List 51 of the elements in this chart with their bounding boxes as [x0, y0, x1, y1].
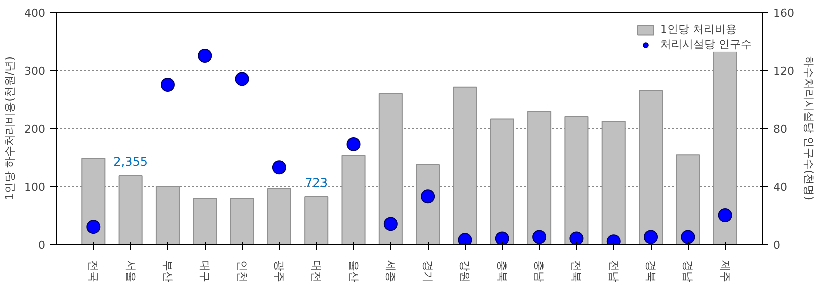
x-tick-label: 충남 — [533, 260, 546, 282]
point — [235, 72, 250, 86]
x-tick-label: 충북 — [496, 260, 509, 282]
x-tick-label: 제주 — [718, 260, 732, 282]
y2-tick-label: 40 — [774, 181, 788, 194]
y-tick-label: 300 — [24, 65, 46, 78]
x-tick-label: 전북 — [570, 260, 584, 282]
point — [272, 160, 286, 175]
x-tick-label: 경남 — [682, 260, 695, 282]
x-tick-label: 서울 — [124, 260, 138, 282]
x-tick-label: 세종 — [384, 260, 398, 282]
point — [198, 49, 212, 63]
point — [495, 232, 510, 244]
x-tick-label: 강원 — [458, 260, 472, 282]
x-tick-label: 인천 — [236, 260, 249, 282]
point — [681, 230, 696, 244]
y2-tick-label: 160 — [774, 7, 794, 20]
point — [718, 208, 732, 222]
point — [421, 190, 436, 204]
point — [86, 220, 101, 234]
bar — [304, 196, 329, 244]
x-tick-label: 광주 — [272, 260, 286, 282]
y-tick-label: 400 — [24, 7, 46, 20]
y-tick-label: 200 — [24, 123, 46, 136]
point — [644, 230, 658, 244]
legend-label: 1인당 처리비용 — [660, 22, 737, 37]
point — [346, 137, 361, 152]
legend-label: 처리시설당 인구수 — [660, 37, 752, 52]
x-tick-label: 경기 — [422, 260, 435, 282]
y-tick-label: 0 — [38, 239, 46, 252]
x-tick-label: 대전 — [310, 260, 324, 282]
annotation: 2,355 — [114, 155, 148, 170]
x-tick-label: 전국 — [87, 260, 100, 282]
bar — [193, 198, 218, 244]
point — [570, 232, 584, 244]
x-tick-label: 부산 — [161, 260, 174, 282]
y2-tick-label: 120 — [774, 65, 794, 78]
point — [384, 217, 398, 232]
point — [532, 230, 547, 244]
y2-axis-title: 하수처리시설당 인구수(천명) — [802, 56, 816, 201]
y-axis-title: 1인당 하수처리비용(천원/년) — [4, 56, 17, 200]
x-tick-label: 경북 — [644, 260, 658, 282]
bar — [230, 198, 254, 244]
x-tick-label: 울산 — [347, 260, 360, 282]
annotation: 723 — [305, 176, 328, 190]
x-tick-label: 전남 — [607, 260, 620, 282]
y2-tick-label: 0 — [774, 239, 780, 252]
x-tick-label: 대구 — [198, 260, 212, 282]
y2-tick-label: 80 — [774, 123, 788, 136]
point — [160, 78, 175, 92]
y-tick-label: 100 — [24, 181, 46, 194]
